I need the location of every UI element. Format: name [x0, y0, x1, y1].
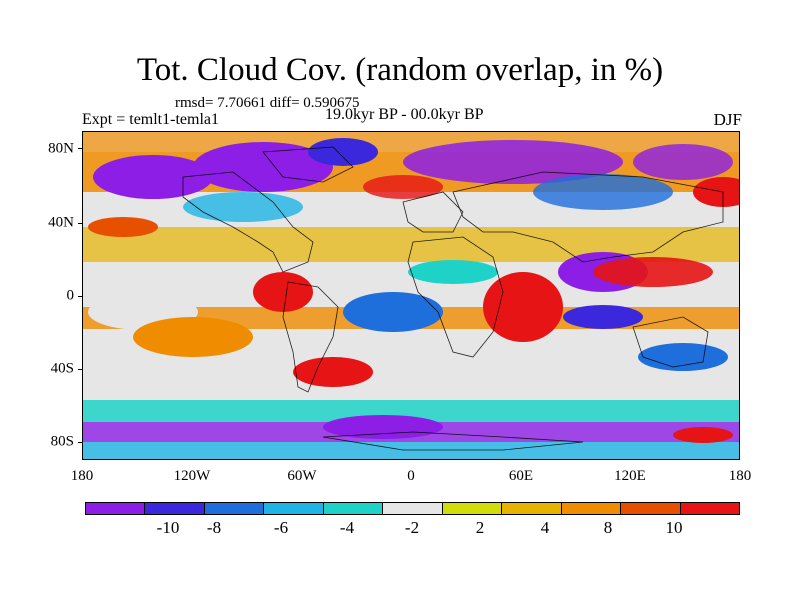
lon-label-60e: 60E: [508, 468, 534, 484]
colorbar-segment: [264, 503, 324, 514]
colorbar: [85, 502, 740, 515]
y-tick: [78, 442, 82, 443]
colorbar-segment: [680, 503, 739, 514]
colorbar-segment: [323, 503, 384, 514]
period-label: 19.0kyr BP - 00.0kyr BP: [325, 106, 484, 123]
colorbar-segment: [561, 503, 622, 514]
colorbar-segment: [621, 503, 681, 514]
lon-label-120w: 120W: [173, 468, 211, 484]
y-tick: [78, 296, 82, 297]
colorbar-segment: [145, 503, 205, 514]
colorbar-label: -4: [339, 518, 355, 537]
experiment-label: Expt = temlt1-temla1: [82, 111, 219, 128]
colorbar-label: -6: [273, 518, 289, 537]
colorbar-label: 2: [475, 518, 485, 537]
lat-label-80n: 80N: [48, 140, 74, 157]
colorbar-segment: [383, 503, 443, 514]
lon-label-180e: 180: [728, 468, 752, 484]
lat-label-40s: 40S: [50, 360, 74, 377]
colorbar-label: -10: [156, 518, 180, 537]
lon-label-0: 0: [407, 468, 415, 484]
rmsd-diff-text: rmsd= 7.70661 diff= 0.590675: [175, 95, 360, 111]
lat-label-0: 0: [66, 287, 75, 304]
y-tick: [78, 148, 82, 149]
colorbar-label: -8: [206, 518, 222, 537]
cloud-cover-field: [83, 132, 739, 459]
y-tick: [78, 223, 82, 224]
colorbar-segment: [502, 503, 562, 514]
colorbar-label: 8: [603, 518, 613, 537]
lat-label-80s: 80S: [50, 433, 74, 450]
lon-label-60w: 60W: [287, 468, 317, 484]
colorbar-label: -2: [404, 518, 420, 537]
colorbar-segment: [204, 503, 265, 514]
colorbar-segment: [86, 503, 146, 514]
lat-label-40n: 40N: [48, 214, 74, 231]
lon-label-180w: 180: [70, 468, 94, 484]
season-label: DJF: [713, 110, 742, 129]
colorbar-segment: [442, 503, 503, 514]
y-tick: [78, 369, 82, 370]
map-panel: [82, 131, 740, 460]
lon-label-120e: 120E: [614, 468, 646, 484]
plot-title: Tot. Cloud Cov. (random overlap, in %): [136, 52, 664, 88]
colorbar-label: 10: [665, 518, 683, 537]
colorbar-label: 4: [540, 518, 550, 537]
